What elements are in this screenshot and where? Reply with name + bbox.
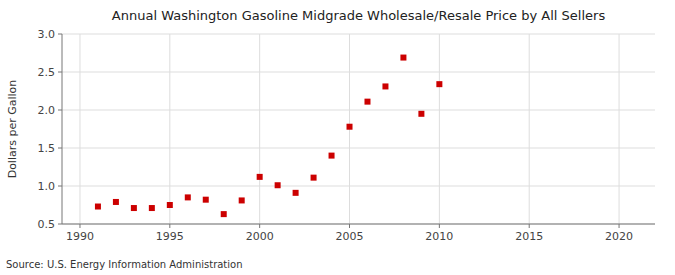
point [347,124,353,130]
y-grid-line [62,34,655,35]
point [113,199,119,205]
point [257,174,263,180]
y-grid-line [62,110,655,111]
chart: Annual Washington Gasoline Midgrade Whol… [0,0,675,275]
y-tick-label: 1.0 [38,180,56,193]
point [418,111,424,117]
point [239,197,245,203]
title: Annual Washington Gasoline Midgrade Whol… [112,8,606,23]
point [185,194,191,200]
point [149,205,155,211]
y-tick [58,72,62,73]
y-tick [58,110,62,111]
x-tick-label: 1995 [156,230,184,243]
x-tick-label: 2010 [425,230,453,243]
y-tick [58,224,62,225]
x-grid-line [259,34,260,224]
chart-container: Annual Washington Gasoline Midgrade Whol… [0,0,675,275]
y-grid-line [62,224,655,225]
point [293,190,299,196]
y-axis-line [62,34,63,224]
y-tick [58,186,62,187]
y-tick-label: 1.5 [38,142,56,155]
point [400,55,406,61]
y-axis-label: Dollars per Gallon [6,80,19,179]
grid [62,34,655,224]
x-tick-label: 2005 [336,230,364,243]
x-tick [169,224,170,228]
point [275,182,281,188]
point [167,202,173,208]
x-grid-line [529,34,530,224]
y-tick [58,34,62,35]
point [131,205,137,211]
points [95,55,442,218]
x-tick-label: 1990 [66,230,94,243]
point [311,175,317,181]
x-grid-line [169,34,170,224]
x-grid-line [619,34,620,224]
x-tick-label: 2015 [515,230,543,243]
axes: 1990 1995 2000 2005 2010 2015 2020 0.5 1.0 1.5 2.0… [38,28,656,243]
x-tick [529,224,530,228]
point [95,204,101,210]
y-grid-line [62,72,655,73]
x-tick-label: 2020 [605,230,633,243]
point [382,83,388,89]
point [436,81,442,87]
y-grid-line [62,148,655,149]
y-tick-label: 2.0 [38,104,56,117]
x-tick [439,224,440,228]
x-tick [619,224,620,228]
x-grid-line [79,34,80,224]
x-grid-line [439,34,440,224]
point [329,153,335,159]
x-tick-label: 2000 [246,230,274,243]
x-tick [79,224,80,228]
x-tick [349,224,350,228]
y-tick-label: 2.5 [38,66,56,79]
y-tick [58,148,62,149]
point [203,197,209,203]
x-axis-line [62,224,655,225]
point [364,99,370,105]
source-note: Source: U.S. Energy Information Administ… [6,259,243,270]
y-tick-label: 3.0 [38,28,56,41]
point [221,211,227,217]
y-grid-line [62,186,655,187]
x-tick [259,224,260,228]
y-tick-label: 0.5 [38,218,56,231]
